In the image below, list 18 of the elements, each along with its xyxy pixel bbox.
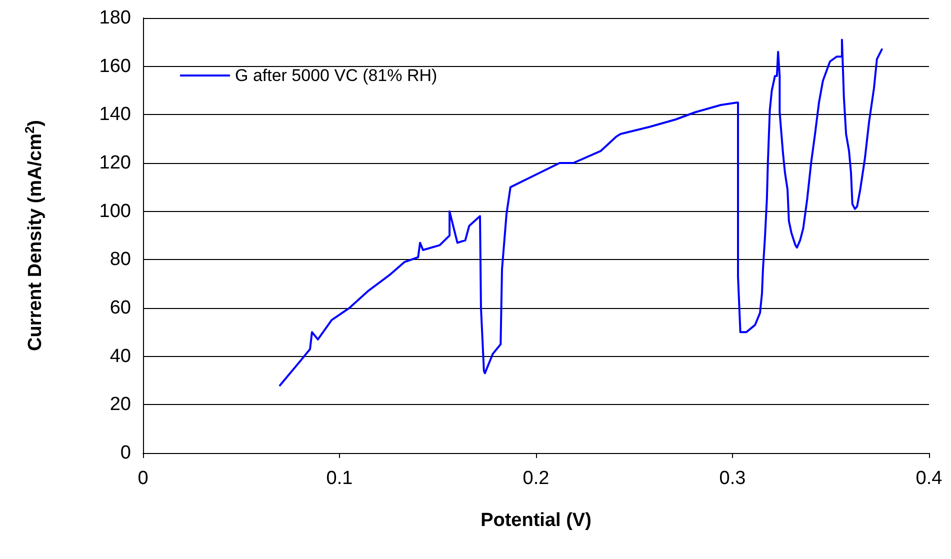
y-tick-label: 120	[99, 152, 131, 174]
y-tick-label: 180	[99, 8, 131, 28]
y-tick-label: 140	[99, 104, 131, 126]
x-tick-label: 0.1	[326, 468, 353, 489]
x-tick-label: 0.4	[916, 468, 943, 489]
y-tick-label: 20	[110, 394, 131, 416]
y-tick-label: 60	[110, 298, 131, 318]
y-tick-label: 100	[99, 200, 131, 222]
x-tick-label: 0	[138, 468, 148, 489]
y-tick-label: 40	[110, 346, 131, 367]
x-tick-label: 0.3	[719, 468, 746, 489]
y-tick-label: 0	[120, 442, 131, 464]
y-tick-label: 160	[99, 56, 131, 77]
x-tick-label: 0.2	[522, 468, 550, 489]
y-tick-label: 80	[110, 249, 131, 270]
legend-label: G after 5000 VC (81% RH)	[235, 66, 438, 85]
x-axis-title: Potential (V)	[480, 510, 592, 531]
y-axis-title: Current Density (mA/cm2)	[22, 120, 46, 352]
